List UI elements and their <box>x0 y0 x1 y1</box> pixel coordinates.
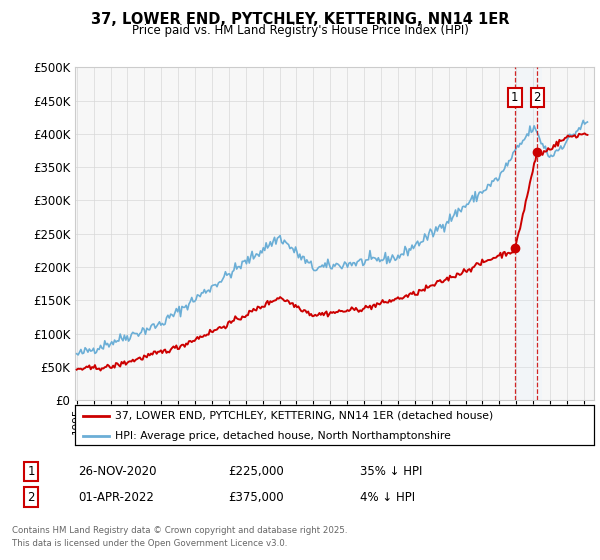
Text: 01-APR-2022: 01-APR-2022 <box>78 491 154 504</box>
Text: £375,000: £375,000 <box>228 491 284 504</box>
Text: HPI: Average price, detached house, North Northamptonshire: HPI: Average price, detached house, Nort… <box>115 431 451 441</box>
Text: 37, LOWER END, PYTCHLEY, KETTERING, NN14 1ER (detached house): 37, LOWER END, PYTCHLEY, KETTERING, NN14… <box>115 411 494 421</box>
Text: £225,000: £225,000 <box>228 465 284 478</box>
Text: 2: 2 <box>28 491 35 504</box>
Text: 1: 1 <box>511 91 518 104</box>
Text: 4% ↓ HPI: 4% ↓ HPI <box>360 491 415 504</box>
Text: 1: 1 <box>28 465 35 478</box>
Text: Price paid vs. HM Land Registry's House Price Index (HPI): Price paid vs. HM Land Registry's House … <box>131 24 469 37</box>
Bar <box>515 67 542 400</box>
Text: 26-NOV-2020: 26-NOV-2020 <box>78 465 157 478</box>
Text: 2: 2 <box>533 91 541 104</box>
Text: 35% ↓ HPI: 35% ↓ HPI <box>360 465 422 478</box>
Text: 37, LOWER END, PYTCHLEY, KETTERING, NN14 1ER: 37, LOWER END, PYTCHLEY, KETTERING, NN14… <box>91 12 509 27</box>
Text: Contains HM Land Registry data © Crown copyright and database right 2025.
This d: Contains HM Land Registry data © Crown c… <box>12 526 347 548</box>
